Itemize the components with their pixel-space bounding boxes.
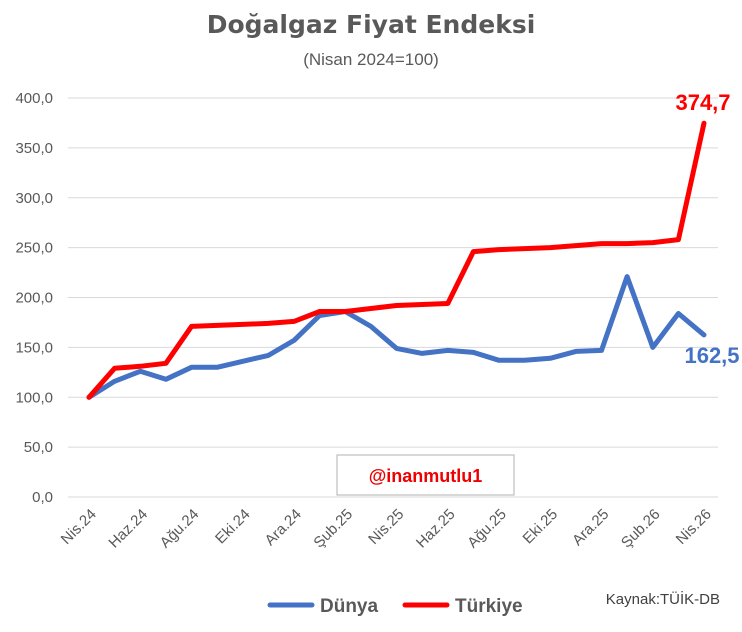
x-tick-label: Nis.24 (58, 506, 100, 548)
y-tick-label: 0,0 (32, 489, 53, 506)
x-tick-label: Şub.26 (618, 506, 664, 552)
x-tick-label: Ara.25 (569, 506, 612, 549)
y-tick-label: 200,0 (15, 290, 53, 307)
y-tick-label: 400,0 (15, 90, 53, 107)
y-tick-label: 100,0 (15, 389, 53, 406)
y-tick-label: 350,0 (15, 140, 53, 157)
x-tick-label: Haz.25 (413, 506, 459, 552)
y-tick-label: 300,0 (15, 190, 53, 207)
legend-label-turkiye: Türkiye (455, 596, 523, 617)
watermark-box: @inanmutlu1 (336, 454, 515, 496)
end-label-dunya: 162,5 (684, 343, 739, 368)
x-tick-label: Eki.25 (520, 506, 562, 548)
y-tick-label: 250,0 (15, 240, 53, 257)
x-tick-label: Eki.24 (212, 506, 254, 548)
y-axis: 0,0 50,0 100,0 150,0 200,0 250,0 300,0 350,0 400… (15, 90, 53, 506)
x-tick-label: Nis.25 (365, 506, 407, 548)
series-line-dunya (86, 274, 707, 400)
chart-title: Doğalgaz Fiyat Endeksi (207, 10, 536, 39)
end-label-turkiye: 374,7 (675, 90, 730, 115)
x-tick-label: Haz.24 (105, 506, 151, 552)
x-axis: Nis.24 Haz.24 Ağu.24 Eki.24 Ara.24 Şub.25 Nis.… (58, 506, 715, 552)
watermark: @inanmutlu1 (369, 466, 483, 486)
y-tick-label: 50,0 (24, 439, 53, 456)
legend-label-dunya: Dünya (320, 596, 379, 617)
legend: Dünya Türkiye (267, 596, 523, 617)
series-line-turkiye (86, 120, 707, 400)
x-tick-label: Ağu.24 (157, 506, 203, 552)
y-tick-label: 150,0 (15, 339, 53, 356)
chart-subtitle: (Nisan 2024=100) (303, 50, 439, 69)
x-tick-label: Ağu.25 (464, 506, 510, 552)
x-tick-label: Nis.26 (673, 506, 715, 548)
x-tick-label: Şub.25 (310, 506, 356, 552)
data-labels: 162,5 374,7 (675, 90, 739, 368)
series-lines (86, 120, 707, 400)
source-note: Kaynak:TÜİK-DB (606, 590, 720, 608)
x-tick-label: Ara.24 (262, 506, 305, 549)
